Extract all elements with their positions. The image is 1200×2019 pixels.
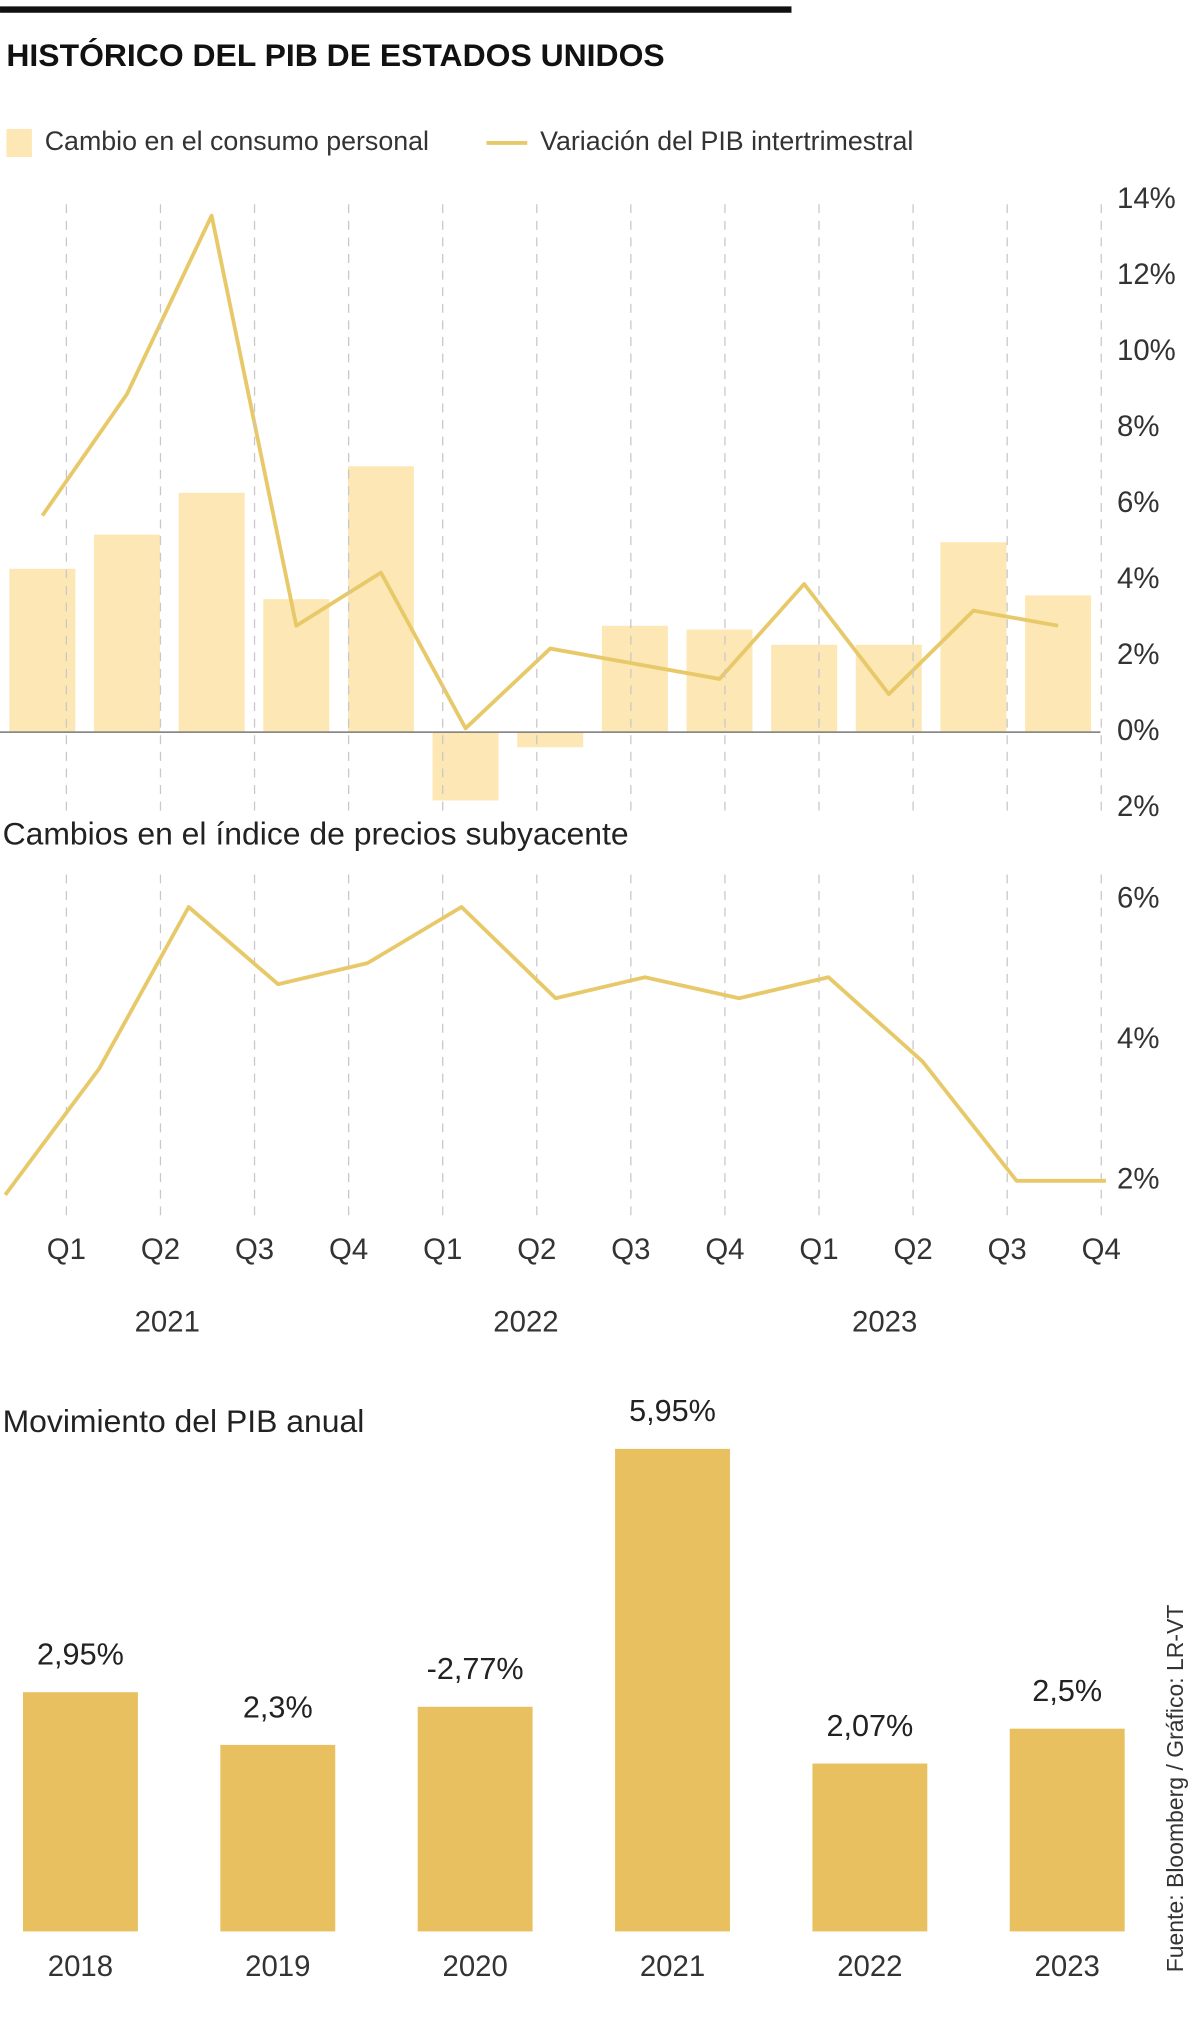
y-tick-label: 2% bbox=[1117, 1163, 1159, 1196]
year-label: 2022 bbox=[493, 1306, 558, 1339]
source: Fuente: Bloomberg / Gráfico: LR-VT bbox=[1162, 1605, 1188, 1973]
bar bbox=[855, 644, 922, 733]
line bbox=[3, 905, 1106, 1196]
bar bbox=[93, 534, 160, 733]
x-tick-label: 2021 bbox=[640, 1950, 705, 1983]
bar bbox=[347, 466, 414, 733]
page-title: HISTÓRICO DEL PIB DE ESTADOS UNIDOS bbox=[6, 37, 664, 73]
x-tick-label: Q1 bbox=[47, 1233, 86, 1266]
bar bbox=[1025, 595, 1092, 733]
y-tick-label: 0% bbox=[1117, 714, 1159, 747]
x-tick-label: Q3 bbox=[235, 1233, 274, 1266]
y-tick-label: 2% bbox=[1117, 638, 1159, 671]
x-tick-label: Q4 bbox=[705, 1233, 744, 1266]
bar bbox=[1009, 1728, 1125, 1932]
legend-label: Cambio en el consumo personal bbox=[45, 126, 429, 156]
x-tick-label: 2023 bbox=[1035, 1950, 1100, 1983]
y-tick-label: 12% bbox=[1117, 258, 1176, 291]
year-label: 2023 bbox=[852, 1306, 917, 1339]
bar bbox=[178, 492, 245, 733]
value-label: 2,07% bbox=[826, 1709, 913, 1743]
line bbox=[40, 213, 1059, 731]
y-tick-label: 2% bbox=[1117, 790, 1159, 823]
x-tick-label: Q4 bbox=[1082, 1233, 1121, 1266]
title-rule bbox=[0, 6, 792, 13]
y-tick-label: 8% bbox=[1117, 410, 1159, 443]
value-label: -2,77% bbox=[427, 1652, 524, 1686]
value-label: 2,95% bbox=[37, 1638, 124, 1672]
bar bbox=[432, 732, 499, 801]
x-tick-label: 2018 bbox=[48, 1950, 113, 1983]
bar bbox=[615, 1448, 730, 1932]
value-label: 5,95% bbox=[629, 1394, 716, 1428]
year-label: 2021 bbox=[135, 1306, 200, 1339]
x-tick-label: Q2 bbox=[141, 1233, 180, 1266]
bar bbox=[22, 1692, 138, 1932]
legend-label: Variación del PIB intertrimestral bbox=[540, 126, 913, 156]
bar bbox=[517, 732, 584, 748]
bar bbox=[220, 1744, 336, 1932]
x-tick-label: 2022 bbox=[837, 1950, 902, 1983]
x-tick-label: Q2 bbox=[894, 1233, 933, 1266]
chart-title: Movimiento del PIB anual bbox=[3, 1403, 365, 1439]
x-tick-label: Q3 bbox=[611, 1233, 650, 1266]
y-tick-label: 4% bbox=[1117, 562, 1159, 595]
x-tick-label: Q1 bbox=[799, 1233, 838, 1266]
y-tick-label: 14% bbox=[1117, 182, 1176, 215]
legend-swatch bbox=[6, 128, 32, 158]
y-tick-label: 10% bbox=[1117, 334, 1176, 367]
bar bbox=[601, 625, 668, 733]
bar bbox=[9, 568, 76, 733]
bar bbox=[771, 644, 838, 733]
x-tick-label: Q3 bbox=[988, 1233, 1027, 1266]
y-tick-label: 6% bbox=[1117, 486, 1159, 519]
x-tick-label: Q2 bbox=[517, 1233, 556, 1266]
bar bbox=[812, 1763, 928, 1932]
x-tick-label: 2020 bbox=[442, 1950, 507, 1983]
bar bbox=[940, 542, 1007, 733]
bar bbox=[417, 1706, 533, 1932]
chart-title: Cambios en el índice de precios subyacen… bbox=[3, 816, 629, 852]
x-tick-label: Q1 bbox=[423, 1233, 462, 1266]
x-tick-label: 2019 bbox=[245, 1950, 310, 1983]
value-label: 2,5% bbox=[1032, 1674, 1102, 1708]
x-tick-label: Q4 bbox=[329, 1233, 368, 1266]
value-label: 2,3% bbox=[243, 1690, 313, 1724]
y-tick-label: 4% bbox=[1117, 1022, 1159, 1055]
y-tick-label: 6% bbox=[1117, 882, 1159, 915]
